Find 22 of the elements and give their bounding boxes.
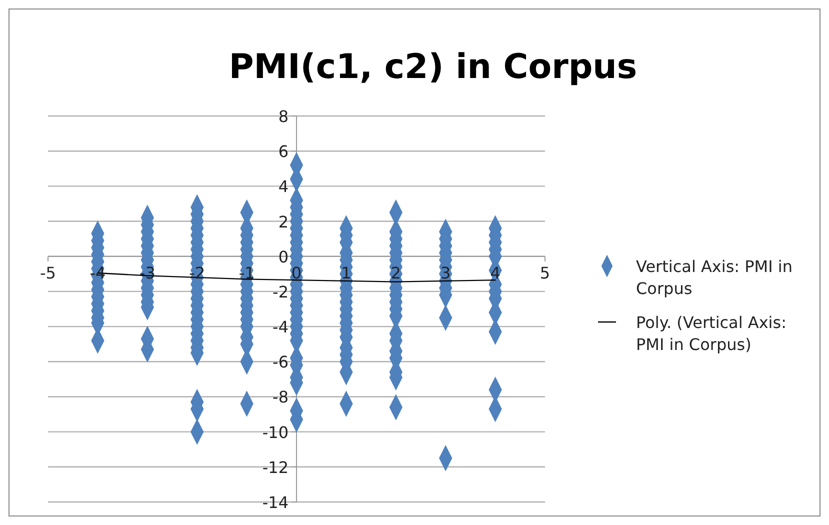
y-tick-label: 4: [278, 177, 288, 196]
x-tick-label: 3: [440, 263, 451, 282]
x-tick-label: 0: [291, 263, 302, 282]
y-tick-label: -12: [262, 458, 288, 477]
y-tick-label: -4: [272, 318, 288, 337]
y-tick-label: -10: [262, 422, 288, 442]
chart-title: PMI(c1, c2) in Corpus: [228, 47, 638, 87]
y-tick-label: 6: [278, 142, 288, 162]
y-tick-label: 8: [278, 107, 288, 126]
y-tick-label: -2: [272, 282, 288, 302]
x-tick-label: -5: [40, 263, 56, 282]
x-tick-label: 1: [341, 263, 352, 282]
y-tick-label: -6: [272, 352, 288, 372]
x-tick-label: 4: [490, 263, 500, 282]
y-tick-label: -8: [272, 388, 288, 407]
x-tick-label: 5: [540, 263, 550, 282]
y-tick-label: 2: [278, 212, 288, 232]
legend-label: Vertical Axis: PMI in Corpus: [636, 257, 792, 298]
x-tick-label: 2: [390, 263, 401, 282]
y-tick-label: -14: [262, 493, 288, 512]
y-tick-label: 0: [278, 247, 288, 266]
legend-label: Poly. (Vertical Axis: PMI in Corpus): [636, 313, 786, 354]
